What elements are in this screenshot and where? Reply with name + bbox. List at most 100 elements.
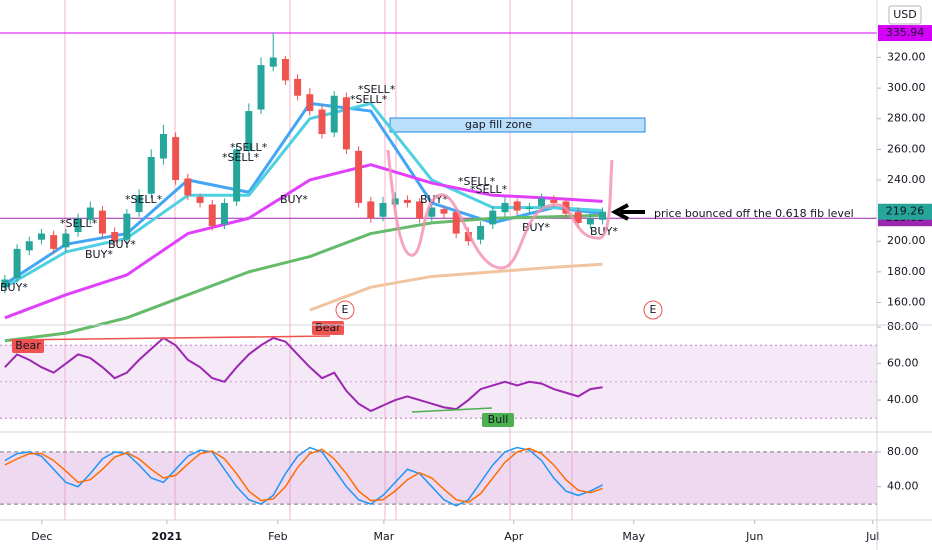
y-tick-label: 240.00 <box>887 173 926 186</box>
sell-signal: *SELL* <box>458 175 496 188</box>
price-label: 335.94 <box>886 26 925 39</box>
y-tick-label: 40.00 <box>887 480 919 493</box>
sell-signal: *SELL* <box>358 83 396 96</box>
candle-body <box>525 207 533 210</box>
candle-body <box>550 199 558 203</box>
sell-signal: *SELL* <box>470 183 508 196</box>
candle-body <box>208 204 216 226</box>
candle-body <box>62 233 70 248</box>
candle-body <box>37 233 45 240</box>
candle-body <box>367 201 375 219</box>
annotation: price bounced off the 0.618 fib level <box>654 207 854 220</box>
candle-body <box>281 58 289 81</box>
x-tick-label: Feb <box>268 530 287 543</box>
arrow <box>610 203 645 221</box>
stoch-line <box>4 446 603 507</box>
buy-signal: BUY* <box>0 281 28 294</box>
x-tick-label: Jun <box>745 530 763 543</box>
candle-body <box>440 209 448 214</box>
candle-body <box>74 218 82 233</box>
divergence-line <box>411 407 493 413</box>
candle-body <box>257 65 265 110</box>
y-tick-label: 80.00 <box>887 445 919 458</box>
candle-body <box>135 195 143 213</box>
buy-signal: BUY* <box>108 238 136 251</box>
divergence-label: Bear <box>315 321 341 334</box>
y-tick-label: 200.00 <box>887 234 926 247</box>
candle-body <box>147 157 155 194</box>
x-tick-label: Dec <box>31 530 52 543</box>
candle-body <box>513 201 521 211</box>
currency-label: USD <box>893 8 917 21</box>
y-tick-label: 260.00 <box>887 142 926 155</box>
candle-body <box>196 196 204 203</box>
earnings-marker <box>643 300 663 320</box>
y-tick-label: 60.00 <box>887 357 919 370</box>
x-tick-label: Jul <box>865 530 879 543</box>
candle-body <box>123 213 131 240</box>
y-tick-label: 320.00 <box>887 50 926 63</box>
price-box <box>878 25 932 42</box>
y-tick-label: 80.00 <box>887 320 919 333</box>
candle-body <box>477 225 485 240</box>
y-tick-label: 160.00 <box>887 295 926 308</box>
candle-body <box>306 94 314 112</box>
candle-body <box>574 212 582 223</box>
plot-layer: gap fill zone*SELL**SELL**SELL**SELL**SE… <box>0 5 932 543</box>
x-tick-label: 2021 <box>152 530 183 543</box>
candle-body <box>403 199 411 203</box>
candle-body <box>464 232 472 242</box>
w-pattern <box>386 149 614 270</box>
y-tick-label: 280.00 <box>887 112 926 125</box>
candle-body <box>245 111 253 151</box>
candle-body <box>330 95 338 133</box>
rsi-line <box>4 336 603 413</box>
candle-body <box>342 97 350 150</box>
sell-signal: *SELL* <box>125 193 163 206</box>
x-tick-label: Apr <box>504 530 524 543</box>
candle-body <box>220 202 228 225</box>
earnings-label: E <box>342 303 349 316</box>
candle-body <box>111 232 119 242</box>
candle-body <box>50 235 58 249</box>
sell-signal: *SELL* <box>350 93 388 106</box>
sell-signal: *SELL* <box>230 141 268 154</box>
moving-average <box>4 213 603 343</box>
sell-signal: *SELL* <box>60 217 98 230</box>
moving-average <box>4 163 603 320</box>
y-tick-label: 40.00 <box>887 393 919 406</box>
candle-body <box>184 178 192 196</box>
candle-body <box>25 241 33 251</box>
candle-body <box>318 109 326 135</box>
candle-body <box>172 137 180 180</box>
y-tick-label: 300.00 <box>887 81 926 94</box>
candle-body <box>86 207 94 220</box>
candle-body <box>233 149 241 202</box>
price-label: 219.26 <box>886 205 925 218</box>
candle-body <box>98 210 106 234</box>
candle-body <box>1 279 9 288</box>
gap-zone <box>389 117 646 133</box>
buy-signal: BUY* <box>280 193 308 206</box>
divergence-box <box>12 339 44 353</box>
currency-box <box>888 5 922 25</box>
candle-body <box>538 198 546 207</box>
candle-body <box>428 207 436 217</box>
gap-zone-label: gap fill zone <box>465 118 532 131</box>
earnings-marker <box>335 300 355 320</box>
sell-signal: *SELL* <box>222 151 260 164</box>
candle-body <box>452 212 460 234</box>
candle-body <box>355 150 363 203</box>
candle-body <box>379 202 387 217</box>
x-tick-label: May <box>622 530 645 543</box>
divergence-box <box>482 413 514 427</box>
buy-signal: BUY* <box>85 248 113 261</box>
x-tick-label: Mar <box>373 530 394 543</box>
price-box <box>878 203 932 220</box>
candle-body <box>294 78 302 96</box>
earnings-label: E <box>650 303 657 316</box>
stoch-line <box>4 447 603 504</box>
stoch-band <box>0 451 877 505</box>
moving-average <box>309 262 603 312</box>
